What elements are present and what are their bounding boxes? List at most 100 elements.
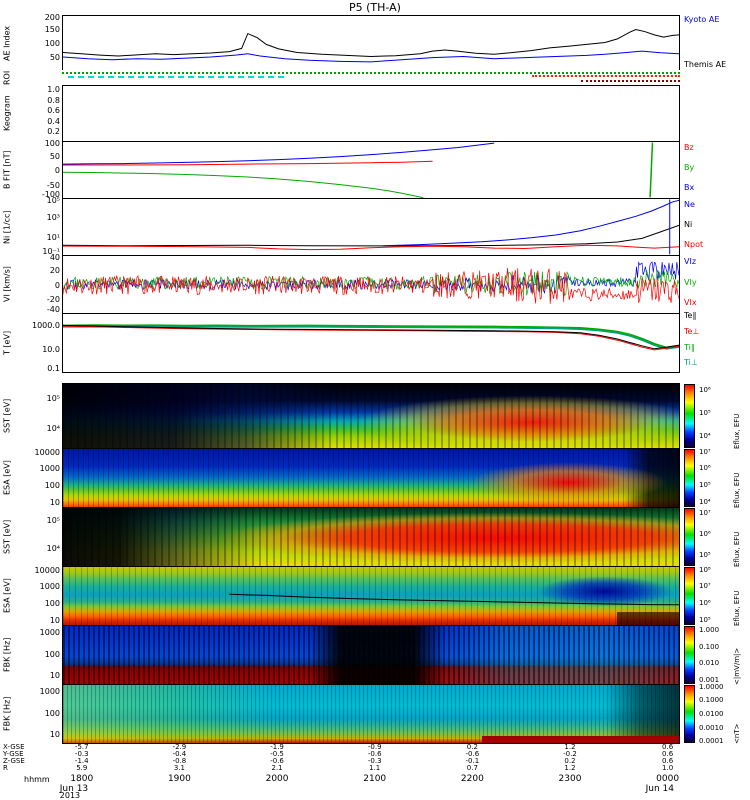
series-svg-esa-electrons — [229, 593, 679, 606]
x-position-value: 0.2 — [466, 743, 478, 751]
y-tick-label-keogram: 0.4 — [47, 116, 60, 126]
legend-kyoto-ae: Kyoto AE — [684, 15, 720, 25]
x-time-label: 0000 — [656, 774, 680, 784]
series-ne — [383, 199, 679, 247]
panel-ae: AE Index 200 150 100 50 Kyoto AE Themis AE — [0, 13, 750, 71]
colorbar-tick-label-esa-electrons: 10⁶ — [699, 599, 711, 608]
panel-sst-electrons: SST [eV] 10⁵ 10⁴ 10⁷ 10⁶ 10⁵ Eflux, EFU — [0, 507, 750, 567]
y-tick-label-keogram: 0.6 — [47, 106, 60, 116]
y-tick-label-sst-electrons: 10⁵ — [46, 516, 60, 526]
legend-vix: VIx — [684, 298, 697, 308]
y-tick-label-bfit: -100 — [41, 190, 60, 199]
x-time-label: 1800 — [70, 774, 94, 784]
x-position-value: -0.1 — [465, 757, 480, 765]
x-hhmm-label: hhmm — [24, 775, 50, 784]
colorbar-tick-label-sst-electrons: 10⁵ — [699, 551, 711, 559]
y-tick-label-bfit: 0 — [54, 166, 60, 175]
x-position-value: 0.2 — [564, 757, 576, 765]
legend-ti: Ti∥ — [684, 342, 695, 352]
colorbar-unit-esa-electrons: Eflux, EFU — [733, 590, 741, 626]
x-position-value: -0.6 — [367, 750, 382, 758]
noise-series-viz — [63, 261, 679, 295]
panel-fbk-b: FBK [Hz] 1000 100 10 1.0000 0.1000 0.0100 0.001… — [0, 683, 750, 745]
colorbar-fbk-b — [684, 685, 695, 743]
x-position-value: 5.9 — [76, 764, 88, 772]
panel-esa-electrons: ESA [eV] 10000 1000 100 10 10⁸ 10⁷ 10⁶ 10⁵ Eflux,… — [0, 566, 750, 626]
panel-ni: Ni [1/cc] 10⁵ 10³ 10¹ 10⁻¹ Ne Ni Npot — [0, 196, 750, 256]
x-tick-column-2300: 1.2 -0.2 0.2 1.2 2300 — [546, 743, 594, 785]
legend-npot: Npot — [684, 240, 704, 250]
roi-interval-line-2 — [531, 75, 680, 77]
y-tick-label-vi: 40 — [49, 253, 60, 262]
series-svg-ni — [63, 199, 679, 255]
legend-bx: Bx — [684, 183, 695, 193]
y-tick-label-vi: 20 — [49, 265, 60, 275]
y-tick-label-temp: 10.0 — [42, 345, 60, 354]
series-ni — [63, 224, 679, 247]
y-tick-label-ni: 10³ — [46, 213, 60, 223]
y-tick-label-ae: 100 — [44, 39, 60, 48]
legend-viy: VIy — [684, 277, 697, 287]
series-kyoto-ae — [63, 50, 679, 63]
y-tick-label-esa-ions: 10 — [49, 498, 60, 507]
colorbar-unit-sst-ions: Eflux, EFU — [733, 413, 741, 449]
noise-series-viy — [63, 269, 679, 297]
y-tick-label-vi: 0 — [54, 280, 60, 290]
series-svg-vi — [63, 261, 679, 304]
x-position-value: 0.7 — [466, 764, 478, 772]
plot-area-keogram — [62, 85, 680, 142]
x-position-value: -0.3 — [367, 757, 382, 765]
colorbar-tick-label-sst-ions: 10⁴ — [699, 431, 711, 440]
y-tick-label-vi: -40 — [46, 305, 60, 314]
x-date-right: Jun 14 — [645, 784, 675, 794]
legend-themis-ae: Themis AE — [684, 60, 727, 70]
y-tick-label-bfit: 100 — [44, 139, 60, 148]
colorbar-tick-label-fbk-e: 0.001 — [699, 676, 720, 685]
roi-interval-line-3 — [581, 80, 680, 82]
colorbar-unit-sst-electrons: Eflux, EFU — [733, 531, 741, 567]
series-bz — [63, 160, 433, 166]
plot-title: P5 (TH-A) — [349, 1, 401, 14]
x-position-value: -0.2 — [563, 750, 577, 758]
series-by — [63, 171, 424, 198]
y-tick-label-fbk-e: 1000 — [39, 628, 60, 638]
x-time-label: 1900 — [167, 774, 191, 784]
x-position-value: 2.1 — [271, 764, 283, 772]
y-tick-label-ae: 150 — [44, 25, 60, 34]
x-position-value: -0.3 — [74, 750, 89, 758]
colorbar-unit-esa-ions: Eflux, EFU — [733, 472, 741, 508]
colorbar-sst-electrons — [684, 508, 695, 566]
y-tick-label-temp: 1000.0 — [32, 321, 60, 330]
colorbar-tick-label-fbk-e: 1.000 — [699, 625, 720, 634]
y-tick-label-ae: 200 — [44, 13, 60, 22]
colorbar-tick-label-fbk-e: 0.100 — [699, 642, 720, 651]
series-themis-ae — [63, 28, 679, 58]
plot-area-vi — [62, 255, 680, 314]
x-tick-column-1900: -2.9 -0.4 -0.8 3.1 1900 — [155, 744, 203, 785]
y-tick-label-keogram: 1.0 — [47, 85, 60, 95]
y-tick-label-sst-ions: 10⁵ — [46, 393, 60, 403]
y-tick-label-sst-ions: 10⁴ — [46, 423, 60, 433]
plot-area-fbk-e — [62, 625, 680, 685]
plot-area-esa-electrons — [62, 566, 680, 626]
plot-area-sst-ions — [62, 383, 680, 449]
colorbar-tick-label-esa-electrons: 10⁷ — [699, 582, 711, 591]
x-position-value: 1.2 — [564, 743, 576, 751]
legend-te: Te∥ — [684, 311, 697, 321]
colorbar-tick-label-fbk-e: 0.010 — [699, 659, 720, 668]
x-position-value: 1.0 — [662, 764, 674, 772]
colorbar-tick-label-sst-ions: 10⁶ — [699, 385, 711, 394]
plot-area-roi — [62, 70, 680, 86]
legend-te: Te⊥ — [684, 327, 700, 336]
x-tick-column-2200: 0.2 -0.6 -0.1 0.7 2200 — [448, 743, 496, 785]
colorbar-tick-label-esa-electrons: 10⁵ — [699, 616, 711, 624]
legend-ti: Ti⊥ — [684, 358, 698, 368]
y-tick-label-ni: 10⁵ — [46, 196, 60, 205]
y-tick-label-temp: 0.1 — [47, 364, 60, 373]
y-tick-label-sst-electrons: 10⁴ — [46, 543, 60, 553]
colorbar-unit-fbk-e: <|mV/m|> — [733, 647, 741, 685]
roi-interval-line-0 — [62, 72, 680, 74]
roi-interval-line-1 — [68, 76, 285, 78]
panel-vi: VI [km/s] 40 20 0 -20 -40 VIz VIy VIx — [0, 253, 750, 314]
feature-strip — [617, 612, 679, 625]
